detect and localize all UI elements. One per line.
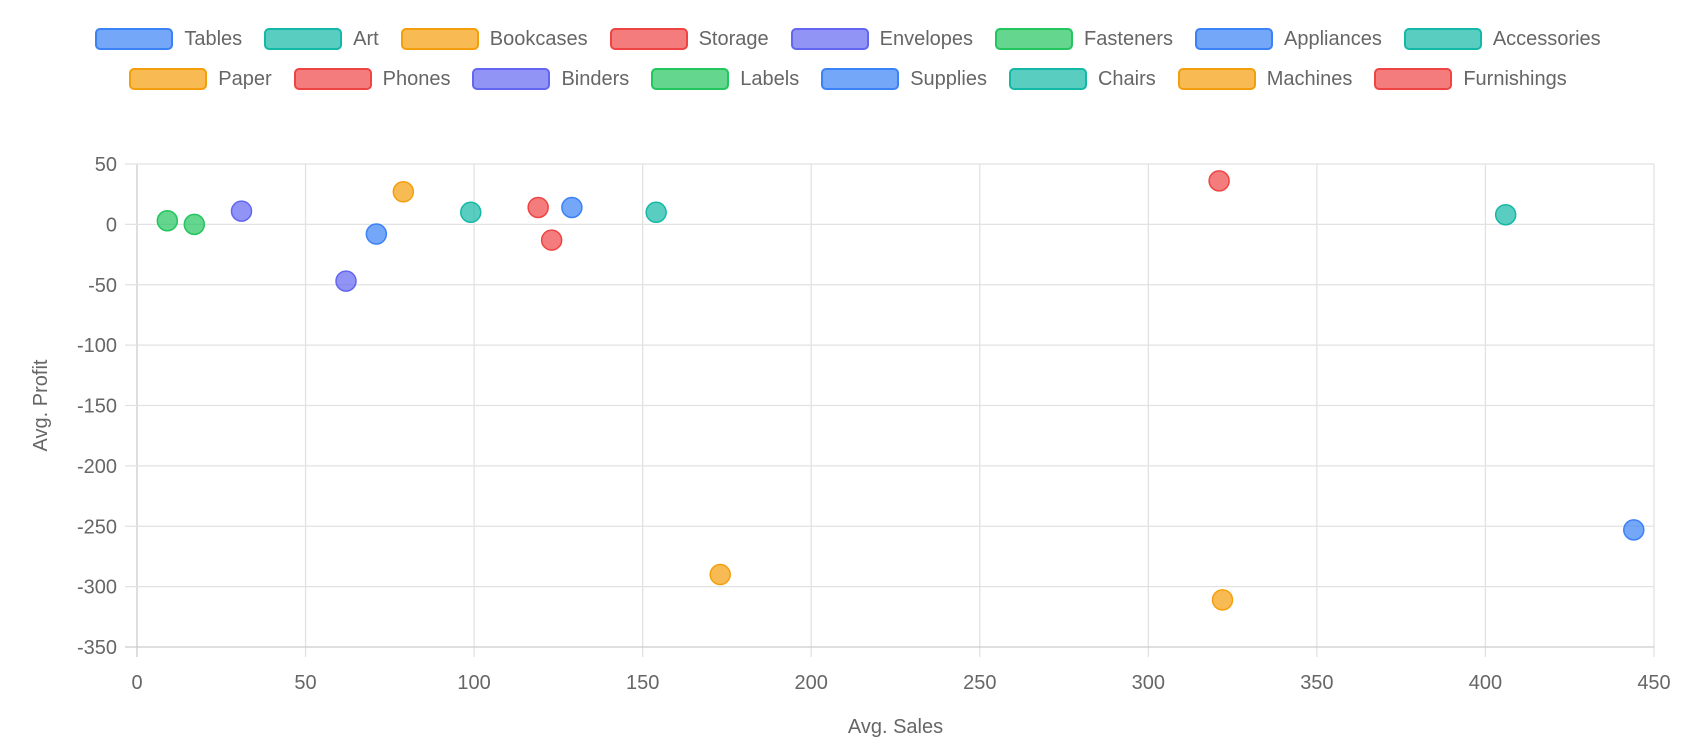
y-tick-label: -150	[77, 396, 117, 418]
legend-swatch	[995, 28, 1074, 50]
legend-item-art[interactable]: Art	[264, 26, 379, 52]
point-storage	[527, 196, 549, 219]
legend-item-furnishings[interactable]: Furnishings	[1374, 66, 1567, 92]
legend-swatch	[400, 28, 479, 50]
legend-swatch	[821, 68, 900, 90]
legend-label: Labels	[740, 68, 800, 90]
legend-item-appliances[interactable]: Appliances	[1194, 26, 1382, 52]
legend-swatch	[1008, 68, 1087, 90]
legend-item-chairs[interactable]: Chairs	[1008, 66, 1156, 92]
legend-swatch	[790, 28, 869, 50]
x-tick-label: 300	[1132, 672, 1165, 694]
point-accessories	[645, 201, 667, 224]
y-tick-label: -350	[77, 637, 117, 659]
legend-label: Fasteners	[1084, 28, 1173, 50]
x-axis-title: Avg. Sales	[848, 716, 943, 738]
legend-label: Appliances	[1283, 28, 1382, 50]
legend-label: Envelopes	[879, 28, 974, 50]
x-tick-label: 50	[294, 672, 316, 694]
legend-item-labels[interactable]: Labels	[651, 66, 799, 92]
point-fasteners	[156, 210, 179, 232]
y-tick-label: -200	[77, 456, 117, 478]
legend-swatch	[1177, 68, 1256, 90]
point-appliances	[561, 196, 583, 219]
point-envelopes	[335, 270, 357, 292]
legend-item-tables[interactable]: Tables	[95, 26, 242, 52]
legend-item-machines[interactable]: Machines	[1177, 66, 1353, 92]
legend-item-accessories[interactable]: Accessories	[1403, 26, 1601, 52]
y-tick-label: -100	[77, 335, 117, 357]
legend-item-phones[interactable]: Phones	[293, 66, 451, 92]
legend-item-storage[interactable]: Storage	[609, 26, 769, 52]
legend-swatch	[95, 28, 174, 50]
y-tick-label: -50	[88, 275, 117, 297]
legend-item-bookcases[interactable]: Bookcases	[400, 26, 588, 52]
point-supplies	[365, 223, 388, 245]
legend-item-paper[interactable]: Paper	[129, 66, 272, 92]
legend-swatch	[1194, 28, 1273, 50]
legend-label: Machines	[1266, 68, 1353, 90]
legend-swatch	[129, 68, 208, 90]
y-tick-label: -250	[77, 516, 117, 538]
legend-swatch	[1374, 68, 1453, 90]
legend-label: Phones	[382, 68, 451, 90]
y-axis-title: Avg. Profit	[30, 359, 52, 451]
legend-label: Tables	[184, 28, 243, 50]
x-tick-label: 100	[457, 672, 490, 694]
point-art	[459, 201, 482, 224]
legend-item-supplies[interactable]: Supplies	[821, 66, 987, 92]
legend-item-fasteners[interactable]: Fasteners	[995, 26, 1173, 52]
legend-label: Bookcases	[489, 28, 588, 50]
x-tick-label: 250	[963, 672, 996, 694]
legend-swatch	[609, 28, 688, 50]
point-tables	[1623, 519, 1645, 541]
legend-item-binders[interactable]: Binders	[472, 66, 629, 92]
legend-label: Furnishings	[1463, 68, 1567, 90]
point-binders	[230, 200, 253, 222]
legend-swatch	[1403, 28, 1482, 50]
legend-label: Accessories	[1492, 28, 1601, 50]
point-paper	[392, 181, 415, 203]
legend-label: Paper	[218, 68, 272, 90]
y-tick-label: -300	[77, 577, 117, 599]
x-tick-label: 0	[131, 672, 142, 694]
x-tick-label: 350	[1300, 672, 1333, 694]
legend-swatch	[651, 68, 730, 90]
x-tick-label: 150	[626, 672, 659, 694]
y-tick-label: 50	[95, 154, 117, 176]
legend-label: Supplies	[910, 68, 987, 90]
point-labels	[183, 213, 206, 236]
legend-label: Chairs	[1097, 68, 1156, 90]
chart-legend: Tables Art Bookcases Storage Envelopes Fasten…	[40, 26, 1656, 92]
point-phones	[1208, 170, 1230, 192]
point-bookcases	[1211, 589, 1234, 611]
point-chairs	[1494, 203, 1517, 226]
legend-label: Art	[353, 28, 379, 50]
point-furnishings	[540, 229, 563, 251]
legend-swatch	[264, 28, 343, 50]
y-tick-label: 0	[106, 214, 117, 236]
legend-swatch	[293, 68, 372, 90]
x-tick-label: 200	[795, 672, 828, 694]
legend-label: Storage	[698, 28, 769, 50]
x-tick-label: 450	[1637, 672, 1670, 694]
x-tick-label: 400	[1469, 672, 1502, 694]
point-machines	[709, 563, 731, 586]
legend-swatch	[472, 68, 551, 90]
legend-label: Binders	[561, 68, 630, 90]
legend-item-envelopes[interactable]: Envelopes	[790, 26, 974, 52]
